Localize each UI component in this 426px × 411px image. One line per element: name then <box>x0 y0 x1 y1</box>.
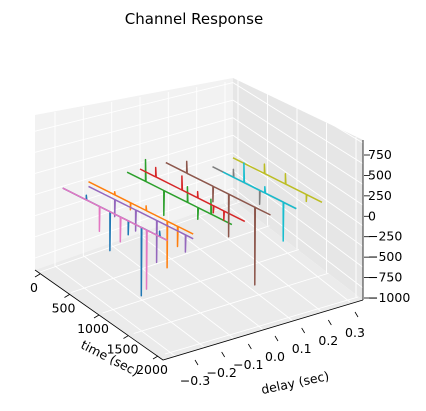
grid-line <box>232 187 364 289</box>
axis-panes <box>35 78 363 360</box>
right-pane <box>233 78 363 300</box>
grid-line <box>133 272 329 334</box>
back-pane <box>35 78 233 270</box>
z-tick-label: 500 <box>368 167 392 182</box>
grid-line <box>54 265 176 357</box>
y-tick-label: −0.2 <box>206 365 236 380</box>
series-line <box>88 181 194 269</box>
series-line <box>222 162 297 242</box>
z-tick-label: 750 <box>368 147 392 162</box>
x-tick-label: 1500 <box>107 342 139 357</box>
y-tick <box>247 343 252 350</box>
x-tick <box>152 355 159 360</box>
y-tick <box>221 351 226 358</box>
x-tick <box>34 273 41 278</box>
grid-line <box>34 82 234 132</box>
grid-line <box>168 224 292 321</box>
grid-line <box>232 134 364 227</box>
y-tick-label: 0.1 <box>292 341 312 356</box>
x-tick-label: 500 <box>52 301 76 316</box>
grid-lines <box>34 64 364 357</box>
grid-line <box>34 152 234 217</box>
z-tick-label: 0 <box>368 208 376 223</box>
z-tick-label: −750 <box>368 270 402 285</box>
x-tick-label: 0 <box>30 280 38 295</box>
y-tick <box>327 319 332 326</box>
grid-line <box>232 170 364 268</box>
axis-edge <box>34 269 364 361</box>
grid-line <box>34 117 234 174</box>
z-tick-label: −500 <box>368 249 402 264</box>
series-line <box>139 166 246 223</box>
x-tick-label: 1000 <box>77 321 109 336</box>
x-tick-label: 2000 <box>136 362 168 377</box>
tick-marks <box>34 154 370 366</box>
x-tick <box>64 294 70 298</box>
series-line <box>126 158 233 226</box>
z-tick-label: −1000 <box>368 290 410 305</box>
grid-line <box>232 117 364 206</box>
y-tick-label: 0.3 <box>345 325 365 340</box>
y-tick <box>354 311 359 318</box>
grid-line <box>34 134 234 196</box>
chart-title: Channel Response <box>125 10 263 28</box>
grid-line <box>83 255 205 348</box>
x-tick <box>93 314 100 319</box>
grid-line <box>34 99 234 153</box>
axis-edges <box>34 140 364 361</box>
grid-line <box>232 99 364 185</box>
grid-line <box>71 225 270 293</box>
series-line <box>62 187 168 297</box>
y-tick-label: 0.2 <box>318 333 338 348</box>
z-tick-label: 250 <box>368 188 392 203</box>
y-tick <box>194 359 199 366</box>
y-tick <box>301 327 306 334</box>
grid-line <box>164 296 359 355</box>
grid-line <box>39 201 241 273</box>
y-tick-label: −0.3 <box>180 373 210 388</box>
series-line <box>232 157 323 203</box>
grid-line <box>111 244 234 339</box>
x-tick <box>123 335 129 339</box>
grid-line <box>102 249 300 314</box>
grid-line <box>232 82 364 165</box>
tick-labels: 0500100015002000−0.3−0.2−0.10.00.10.20.3… <box>30 147 410 388</box>
series-lines <box>62 157 323 297</box>
grid-line <box>232 64 364 144</box>
grid-line <box>139 234 263 330</box>
y-tick-label: 0.0 <box>265 349 285 364</box>
y-tick-label: −0.1 <box>233 357 263 372</box>
z-tick-label: −250 <box>368 229 402 244</box>
y-tick <box>274 335 279 342</box>
series-line <box>62 187 168 290</box>
series-line <box>165 160 271 286</box>
y-axis-label: delay (sec) <box>260 368 331 397</box>
grid-line <box>34 64 234 111</box>
